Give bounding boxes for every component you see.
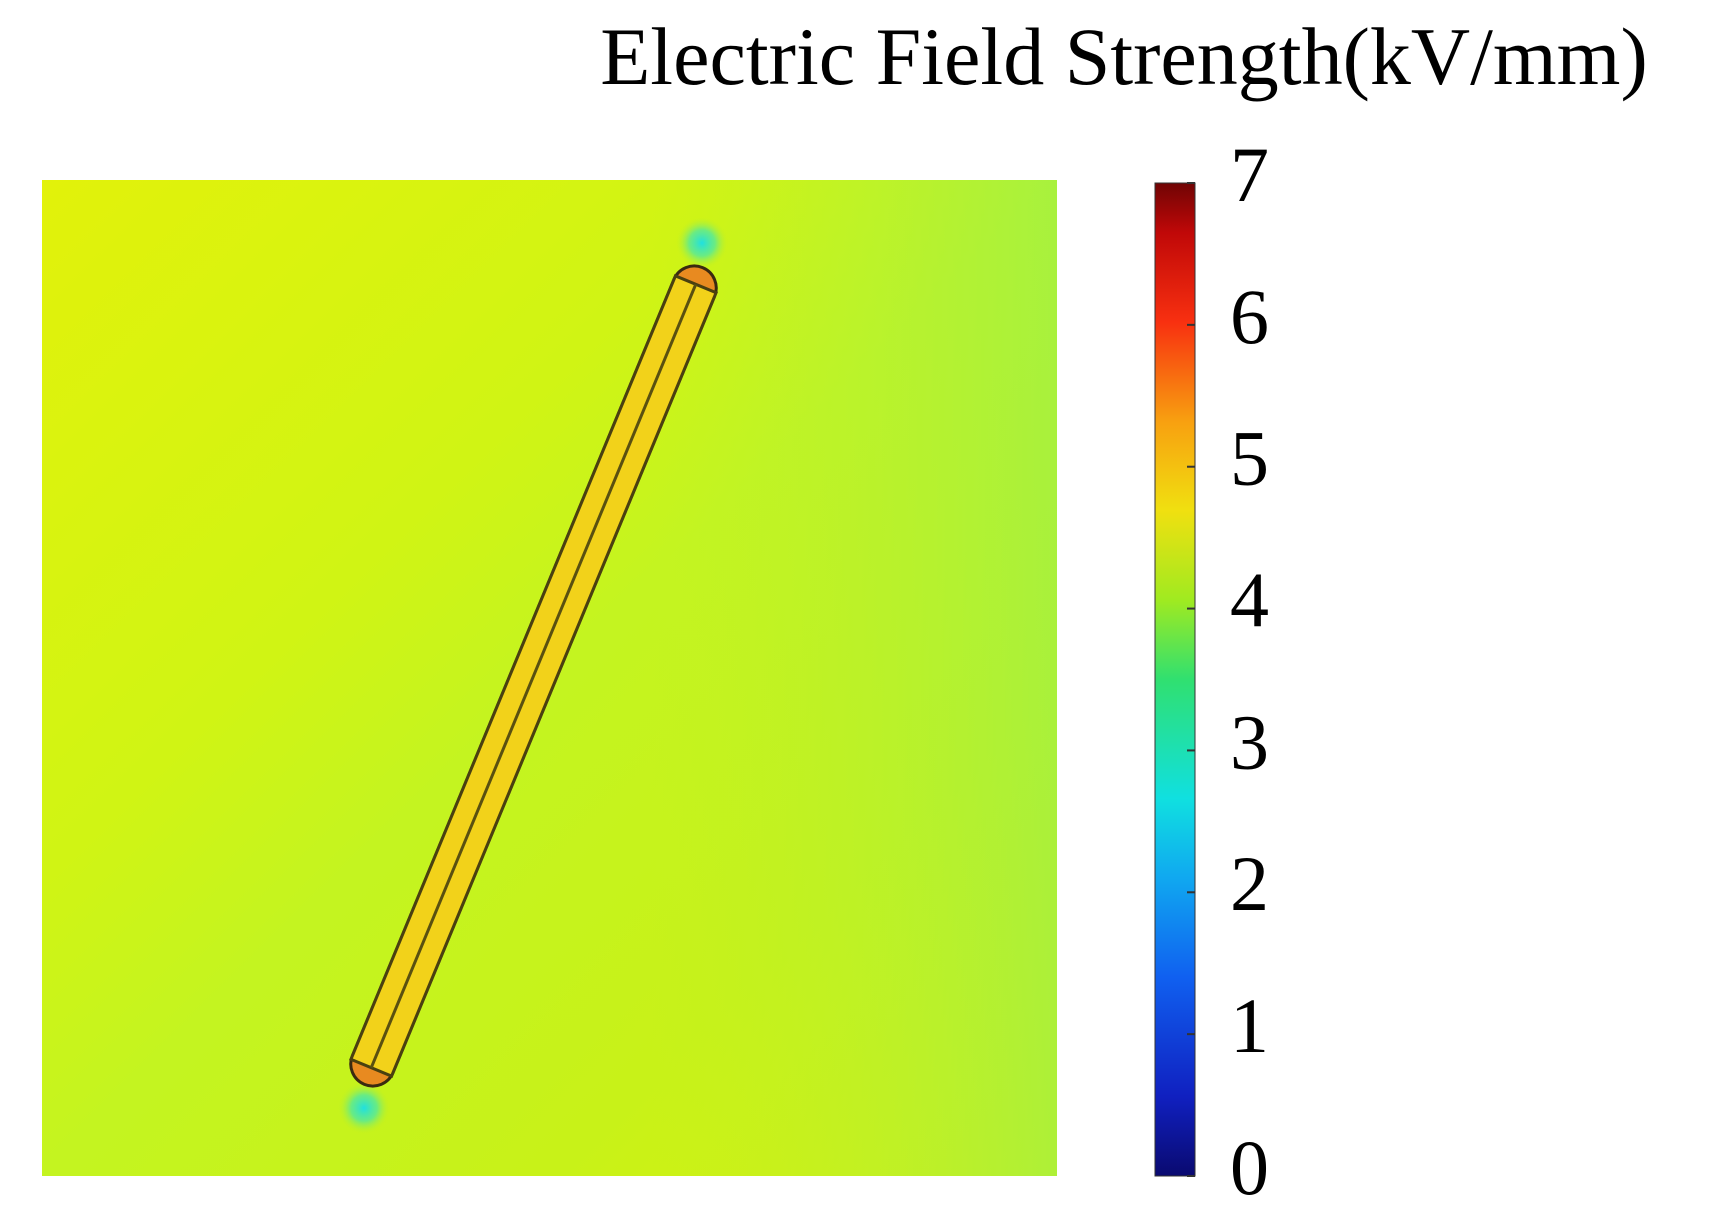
- colorbar-tick-label: 1: [1230, 982, 1269, 1069]
- rod: [348, 264, 719, 1088]
- field-spot: [676, 217, 728, 269]
- field-plot: [42, 180, 1057, 1176]
- field-spot: [338, 1082, 390, 1134]
- colorbar-tick-label: 3: [1230, 698, 1269, 785]
- colorbar-tick-label: 5: [1230, 415, 1269, 502]
- colorbar-tick-label: 0: [1230, 1124, 1269, 1211]
- colorbar-tick-label: 2: [1230, 840, 1269, 927]
- colorbar-tick-label: 7: [1230, 131, 1269, 218]
- colorbar-tick-label: 6: [1230, 273, 1269, 360]
- chart-title: Electric Field Strength(kV/mm): [600, 11, 1648, 102]
- colorbar-tick-label: 4: [1230, 556, 1269, 643]
- rod-seam: [369, 283, 698, 1069]
- colorbar: [1154, 182, 1196, 1177]
